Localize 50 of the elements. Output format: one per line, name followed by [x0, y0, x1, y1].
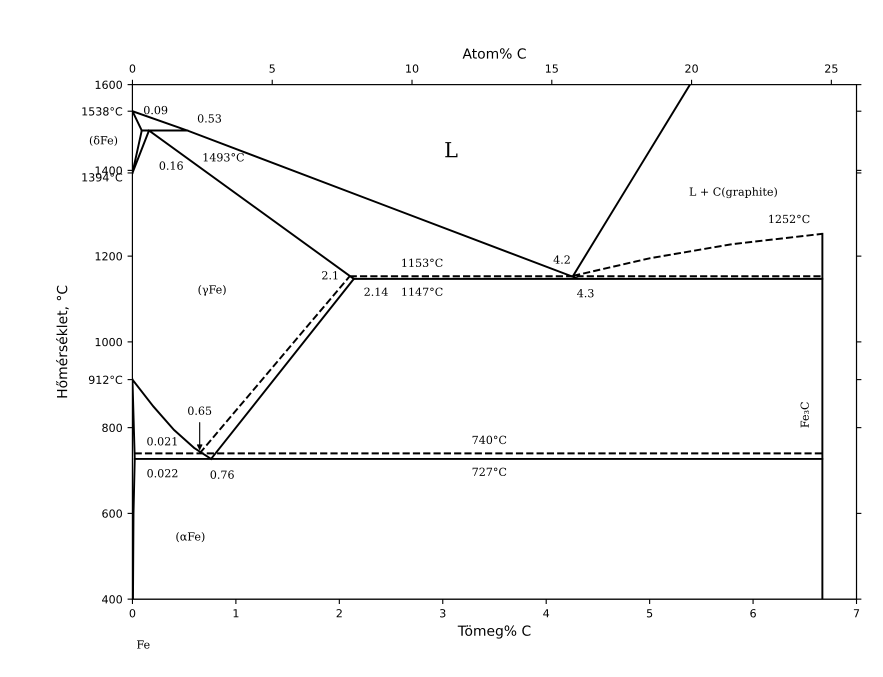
- annotation: 1252°C: [769, 214, 810, 224]
- y-tick-label: 1200: [96, 252, 122, 261]
- x-tick-label: 6: [750, 609, 756, 618]
- text: (δFe): [90, 136, 118, 146]
- annotation: 0.022: [147, 469, 178, 478]
- x-tick-label: 7: [854, 609, 860, 618]
- annotation: (γFe): [198, 285, 226, 296]
- annotation: 2.1: [322, 271, 338, 280]
- x-tick-label: 5: [646, 609, 652, 618]
- annotation: L + C(graphite): [690, 187, 777, 198]
- annotation: (αFe): [176, 532, 204, 542]
- x-tick-label: 4: [543, 609, 550, 618]
- annotation: 727°C: [472, 468, 506, 476]
- annotation: 0.65: [188, 406, 212, 415]
- annotation: 4.2: [553, 255, 570, 264]
- y-tick-label: 600: [102, 509, 122, 518]
- annotation: L: [445, 142, 458, 158]
- annotation: 4.3: [577, 288, 594, 298]
- text: Fe: [137, 640, 150, 649]
- y-tick-label: 800: [102, 424, 122, 432]
- annotation: 0.09: [144, 106, 168, 114]
- annotation: 0.76: [210, 470, 234, 479]
- y-tick-label: 1394°C: [82, 173, 122, 182]
- x-tick-label: 1: [234, 609, 238, 618]
- x-axis-title: Tömeg% C: [458, 625, 530, 639]
- annotation: 1147°C: [402, 288, 443, 296]
- x2-tick-label: 25: [825, 64, 838, 73]
- x-tick-label: 2: [336, 609, 342, 618]
- y-tick-label: 1538°C: [82, 107, 122, 116]
- x2-tick-label: 20: [685, 64, 698, 73]
- x2-tick-label: 10: [406, 64, 418, 73]
- annotation: 0.021: [147, 437, 177, 446]
- annotation: 740°C: [472, 436, 506, 444]
- annotation: 0.16: [160, 161, 183, 170]
- annotation: 1153°C: [402, 258, 443, 268]
- y-tick-label: 1000: [96, 338, 122, 346]
- y-tick-label: 1600: [96, 80, 122, 90]
- annotation: Fe₃C: [800, 402, 809, 428]
- x2-tick-label: 5: [270, 64, 275, 73]
- x2-tick-label: 15: [546, 64, 558, 73]
- x2-tick-label: 0: [130, 64, 136, 73]
- x-tick-label: 3: [440, 609, 446, 618]
- y-tick-label: 400: [102, 595, 122, 604]
- y-tick-label: 912°C: [88, 376, 122, 384]
- x2-axis-title: Atom% C: [462, 48, 526, 59]
- annotation: 2.14: [364, 288, 388, 296]
- annotation: 0.53: [198, 114, 222, 123]
- y-axis-title: Hőmérséklet, °C: [56, 286, 69, 398]
- x-tick-label: 0: [130, 609, 136, 618]
- annotation: 1493°C: [204, 153, 244, 162]
